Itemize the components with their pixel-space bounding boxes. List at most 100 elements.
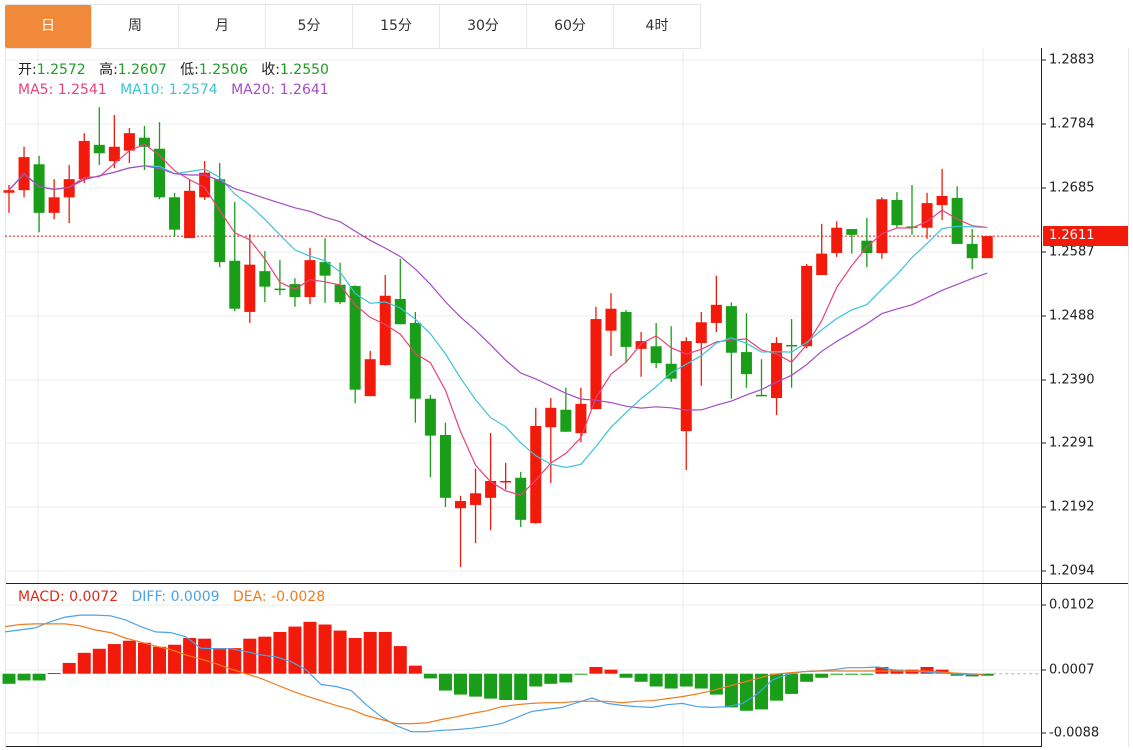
candle-up <box>530 425 542 524</box>
macd-bar-negative <box>709 673 723 695</box>
candle-up <box>379 295 391 366</box>
candle-up <box>680 341 692 432</box>
macd-bar-negative <box>800 673 814 682</box>
macd-bar-negative <box>469 673 483 697</box>
price-tick: 1.2390 <box>1049 372 1095 388</box>
low-label: 低: <box>180 62 199 78</box>
macd-bar-negative <box>574 673 588 675</box>
macd-bar-positive <box>273 631 287 674</box>
tab-4hour[interactable]: 4时 <box>614 5 701 48</box>
candle-up <box>590 319 602 410</box>
ma5-value: MA5: 1.2541 <box>18 82 107 98</box>
macd-bar-positive <box>363 631 377 674</box>
candle-up <box>48 197 60 213</box>
dea-value: DEA: -0.0028 <box>232 589 326 605</box>
price-tick: 1.2291 <box>1049 435 1095 451</box>
macd-bar-negative <box>619 673 633 678</box>
macd-bar-positive <box>62 662 76 674</box>
candle-up <box>635 341 647 349</box>
tab-60min[interactable]: 60分 <box>527 5 614 48</box>
macd-tick: 0.0007 <box>1049 662 1095 678</box>
candle-down <box>846 229 858 235</box>
candle-down <box>740 352 752 375</box>
candle-down <box>906 226 918 228</box>
candle-up <box>123 133 135 151</box>
close-label: 收: <box>261 62 280 78</box>
candle-up <box>831 227 843 254</box>
candle-down <box>951 197 963 244</box>
macd-bar-positive <box>228 648 242 674</box>
macd-bar-positive <box>153 646 166 674</box>
ma-info: MA5: 1.2541 MA10: 1.2574 MA20: 1.2641 <box>18 82 329 98</box>
macd-tick: 0.0102 <box>1049 597 1095 613</box>
tab-day[interactable]: 日 <box>5 5 92 48</box>
candle-down <box>138 137 150 147</box>
candle-down <box>274 288 286 291</box>
tab-week[interactable]: 周 <box>92 5 179 48</box>
tab-30min[interactable]: 30分 <box>440 5 527 48</box>
macd-bar-positive <box>604 669 618 674</box>
macd-bar-negative <box>739 673 753 711</box>
open-value: 1.2572 <box>36 62 86 78</box>
macd-bar-negative <box>830 673 844 675</box>
chart-frame <box>5 48 1129 747</box>
candle-up <box>500 480 512 483</box>
candle-up <box>936 196 948 206</box>
macd-bar-positive <box>92 648 106 674</box>
high-label: 高: <box>99 62 118 78</box>
macd-bar-negative <box>785 673 799 694</box>
macd-bar-negative <box>664 673 678 689</box>
diff-value: DIFF: 0.0009 <box>131 589 220 605</box>
tab-5min[interactable]: 5分 <box>266 5 353 48</box>
candle-down <box>93 144 105 154</box>
candle-up <box>455 501 466 509</box>
macd-bar-negative <box>860 673 874 675</box>
candle-down <box>620 311 632 347</box>
price-tick: 1.2094 <box>1049 563 1095 579</box>
macd-bar-negative <box>845 673 859 675</box>
candle-down <box>319 262 331 276</box>
close-value: 1.2550 <box>279 62 329 78</box>
macd-bar-negative <box>454 673 467 695</box>
macd-bar-positive <box>890 669 904 674</box>
macd-bar-negative <box>544 673 558 684</box>
macd-tick: -0.0088 <box>1049 725 1100 741</box>
tab-month[interactable]: 月 <box>179 5 266 48</box>
macd-bar-positive <box>213 648 227 674</box>
candle-down <box>891 199 903 226</box>
candle-up <box>199 172 211 198</box>
macd-bar-positive <box>318 624 332 674</box>
candle-up <box>485 480 497 498</box>
candle-up <box>695 322 707 344</box>
candle-down <box>154 148 165 198</box>
macd-bar-negative <box>649 673 663 687</box>
macd-bar-negative <box>514 673 528 700</box>
candle-up <box>3 190 15 193</box>
price-tick: 1.2192 <box>1049 499 1095 515</box>
candle-up <box>816 253 828 276</box>
macd-bar-negative <box>529 673 543 687</box>
macd-bar-positive <box>107 644 121 674</box>
candle-down <box>214 179 226 263</box>
candle-up <box>108 146 120 162</box>
candle-down <box>725 306 737 353</box>
macd-bar-positive <box>303 621 317 674</box>
candle-down <box>229 260 241 309</box>
macd-bar-positive <box>378 631 392 674</box>
macd-bar-positive <box>122 640 136 674</box>
candle-up <box>545 407 557 428</box>
tab-15min[interactable]: 15分 <box>353 5 440 48</box>
candle-down <box>650 346 662 364</box>
ma10-line <box>8 165 988 469</box>
macd-bar-positive <box>875 666 889 674</box>
candle-up <box>244 264 256 312</box>
candle-up <box>63 179 75 198</box>
candle-up <box>801 265 813 347</box>
macd-bar-positive <box>589 666 603 674</box>
macd-bar-negative <box>634 673 648 682</box>
price-tick: 1.2488 <box>1049 308 1095 324</box>
candle-down <box>515 477 527 520</box>
macd-bar-negative <box>559 673 573 683</box>
candle-up <box>470 493 482 505</box>
